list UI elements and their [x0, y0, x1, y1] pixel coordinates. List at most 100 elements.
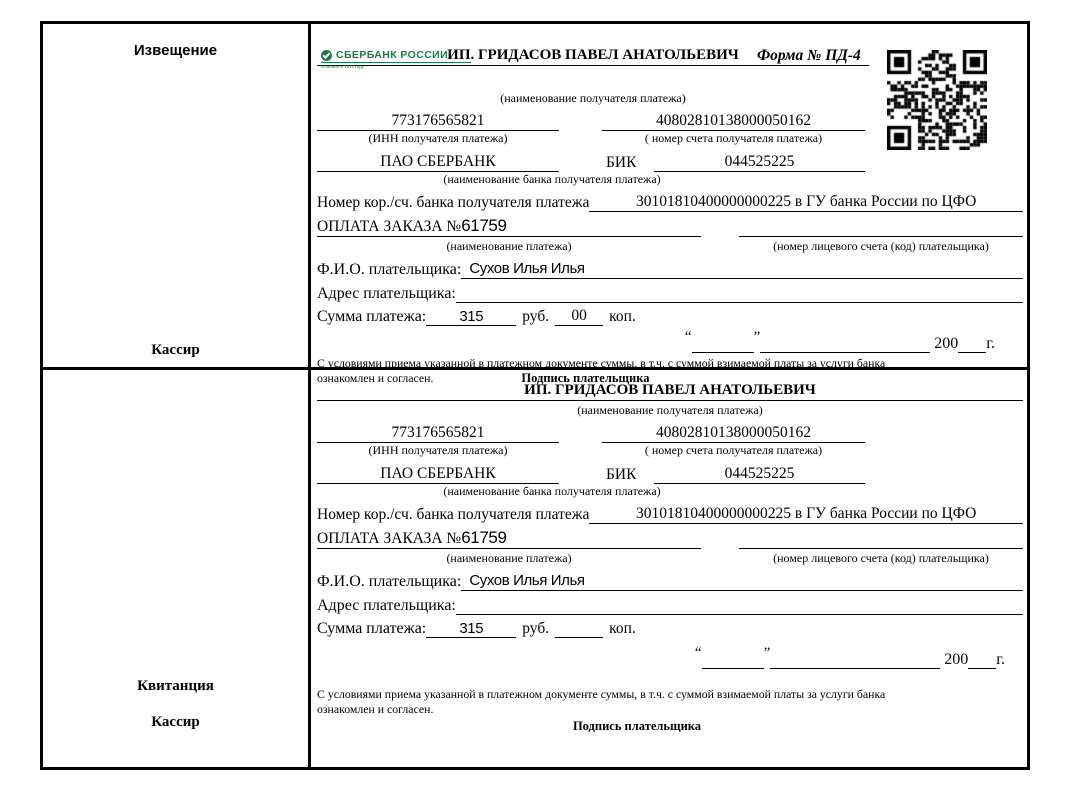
payer-address-field: [455, 302, 1023, 303]
amount-kop-field: 00: [555, 307, 604, 326]
cashier-label-2: Кассир: [151, 714, 200, 730]
date-day-field-2: [701, 668, 764, 669]
cashier-label: Кассир: [151, 342, 200, 358]
inn-caption-2: (ИНН получателя платежа): [368, 443, 508, 457]
rub-label: руб.: [522, 308, 550, 325]
close-quote: ”: [753, 329, 761, 345]
account-field: 40802810138000050162: [602, 112, 865, 131]
sberbank-logo-tagline: Основан в 1841 году: [321, 64, 365, 69]
personal-account-field-2: [739, 548, 1023, 549]
payment-name-field: ОПЛАТА ЗАКАЗА №61759: [317, 216, 701, 237]
terms-signature-row: ознакомлен и согласен. Подпись плательщи…: [317, 371, 1023, 386]
notice-stub-cell: Извещение Кассир: [43, 24, 311, 370]
payer-address-field-2: [455, 614, 1023, 615]
terms-line1-2: С условиями приема указанной в платежном…: [317, 687, 886, 701]
amount-row-2: Сумма платежа: 315 руб. коп.: [317, 615, 1023, 638]
bik-label-2: БИК: [606, 466, 637, 483]
payment-name-row-2: ОПЛАТА ЗАКАЗА №61759: [317, 524, 1023, 549]
year-field-2: [968, 668, 997, 669]
amount-kop-field-2: [555, 637, 604, 638]
inn-account-row: 773176565821 40802810138000050162: [317, 106, 1023, 131]
amount-rub-field: 315: [426, 308, 517, 326]
sberbank-logo: СБЕРБАНК РОССИИ Основан в 1841 году: [321, 49, 471, 69]
qr-code: [887, 50, 987, 150]
payment-captions-row-2: (наименование платежа) (номер лицевого с…: [317, 549, 1023, 566]
payer-address-row-2: Адрес плательщика:: [317, 591, 1023, 615]
notice-header-zone: СБЕРБАНК РОССИИ Основан в 1841 году Форм…: [317, 47, 869, 91]
payer-name-label: Ф.И.О. плательщика:: [317, 261, 462, 278]
bik-field-2: 044525225: [654, 465, 865, 484]
bik-label: БИК: [606, 154, 637, 171]
inn-account-row-2: 773176565821 40802810138000050162: [317, 418, 1023, 443]
inn-field: 773176565821: [317, 112, 559, 131]
bank-bik-row-2: ПАО СБЕРБАНК БИК 044525225: [317, 458, 1023, 484]
amount-label-2: Сумма платежа:: [317, 620, 427, 637]
personal-account-caption: (номер лицевого счета (код) плательщика): [773, 239, 989, 253]
bank-name-field-2: ПАО СБЕРБАНК: [317, 465, 559, 484]
payment-captions-row: (наименование платежа) (номер лицевого с…: [317, 237, 1023, 254]
receipt-stub-cell: Квитанция Кассир: [43, 370, 311, 767]
date-day-field: [691, 352, 754, 353]
terms-line2: ознакомлен и согласен.: [317, 371, 434, 386]
date-month-field-2: [770, 668, 941, 669]
terms-line2-2: ознакомлен и согласен.: [317, 702, 434, 717]
inn-caption: (ИНН получателя платежа): [368, 131, 508, 145]
receipt-section: ИП. ГРИДАСОВ ПАВЕЛ АНАТОЛЬЕВИЧ (наименов…: [311, 370, 1027, 767]
inn-account-captions-2: (ИНН получателя платежа) ( номер счета п…: [317, 443, 1023, 458]
recipient-caption: (наименование получателя платежа): [500, 91, 686, 105]
account-caption-2: ( номер счета получателя платежа): [644, 443, 823, 457]
personal-account-caption-2: (номер лицевого счета (код) плательщика): [773, 551, 989, 565]
bank-name-field: ПАО СБЕРБАНК: [317, 153, 559, 172]
recipient-name: ИП. ГРИДАСОВ ПАВЕЛ АНАТОЛЬЕВИЧ: [317, 47, 869, 66]
payer-name-value-2: Сухов Илья Илья: [469, 572, 585, 589]
kop-label: коп.: [609, 308, 636, 325]
payer-name-field: Сухов Илья Илья: [461, 260, 1023, 279]
kop-label-2: коп.: [609, 620, 636, 637]
date-month-field: [760, 352, 931, 353]
signature-label-2: Подпись плательщика: [572, 719, 702, 734]
payment-name-row: ОПЛАТА ЗАКАЗА №61759: [317, 212, 1023, 237]
personal-account-field: [739, 236, 1023, 237]
payer-name-row: Ф.И.О. плательщика: Сухов Илья Илья: [317, 254, 1023, 279]
bank-caption-2: (наименование банка получателя платежа): [443, 484, 661, 498]
bank-bik-row: ПАО СБЕРБАНК БИК 044525225: [317, 146, 1023, 172]
payer-address-label-2: Адрес плательщика:: [317, 597, 456, 614]
korr-row-2: Номер кор./сч. банка получателя платежа …: [317, 499, 1023, 524]
account-field-2: 40802810138000050162: [602, 424, 865, 443]
inn-account-captions: (ИНН получателя платежа) ( номер счета п…: [317, 131, 1023, 146]
account-caption: ( номер счета получателя платежа): [644, 131, 823, 145]
year-prefix-2: 200: [944, 651, 969, 668]
payer-name-label-2: Ф.И.О. плательщика:: [317, 573, 462, 590]
amount-label: Сумма платежа:: [317, 308, 427, 325]
korr-field-2: 30101810400000000225 в ГУ банка России п…: [589, 505, 1023, 524]
form-number: Форма № ПД-4: [757, 47, 861, 64]
payer-name-value: Сухов Илья Илья: [469, 260, 585, 277]
bank-caption: (наименование банка получателя платежа): [443, 172, 661, 186]
open-quote-2: “: [694, 645, 702, 661]
date-row-2: “ ” 200 г.: [317, 642, 1005, 669]
payer-address-label: Адрес плательщика:: [317, 285, 456, 302]
notice-section: СБЕРБАНК РОССИИ Основан в 1841 году Форм…: [311, 24, 1027, 385]
korr-field: 30101810400000000225 в ГУ банка России п…: [589, 193, 1023, 212]
receipt-title: Квитанция: [137, 678, 214, 694]
inn-field-2: 773176565821: [317, 424, 559, 443]
payment-caption-2: (наименование платежа): [446, 551, 572, 565]
payment-name-label: ОПЛАТА ЗАКАЗА №: [317, 218, 462, 235]
payment-name-field-2: ОПЛАТА ЗАКАЗА №61759: [317, 528, 701, 549]
payer-address-row: Адрес плательщика:: [317, 279, 1023, 303]
amount-row: Сумма платежа: 315 руб. 00 коп.: [317, 303, 1023, 326]
recipient-name-2: ИП. ГРИДАСОВ ПАВЕЛ АНАТОЛЬЕВИЧ: [317, 382, 1023, 401]
korr-label-2: Номер кор./сч. банка получателя платежа: [317, 506, 590, 523]
bik-field: 044525225: [654, 153, 865, 172]
date-row: “ ” 200 г.: [317, 326, 995, 353]
recipient-caption-2: (наименование получателя платежа): [577, 403, 763, 417]
sberbank-logo-icon: [321, 49, 332, 61]
sberbank-logo-text: СБЕРБАНК РОССИИ: [336, 49, 449, 61]
year-suffix-2: г.: [996, 651, 1005, 668]
order-number: 61759: [461, 216, 507, 235]
amount-rub-field-2: 315: [426, 620, 517, 638]
payer-name-row-2: Ф.И.О. плательщика: Сухов Илья Илья: [317, 566, 1023, 591]
payer-name-field-2: Сухов Илья Илья: [461, 572, 1023, 591]
rub-label-2: руб.: [522, 620, 550, 637]
notice-title: Извещение: [133, 42, 218, 59]
